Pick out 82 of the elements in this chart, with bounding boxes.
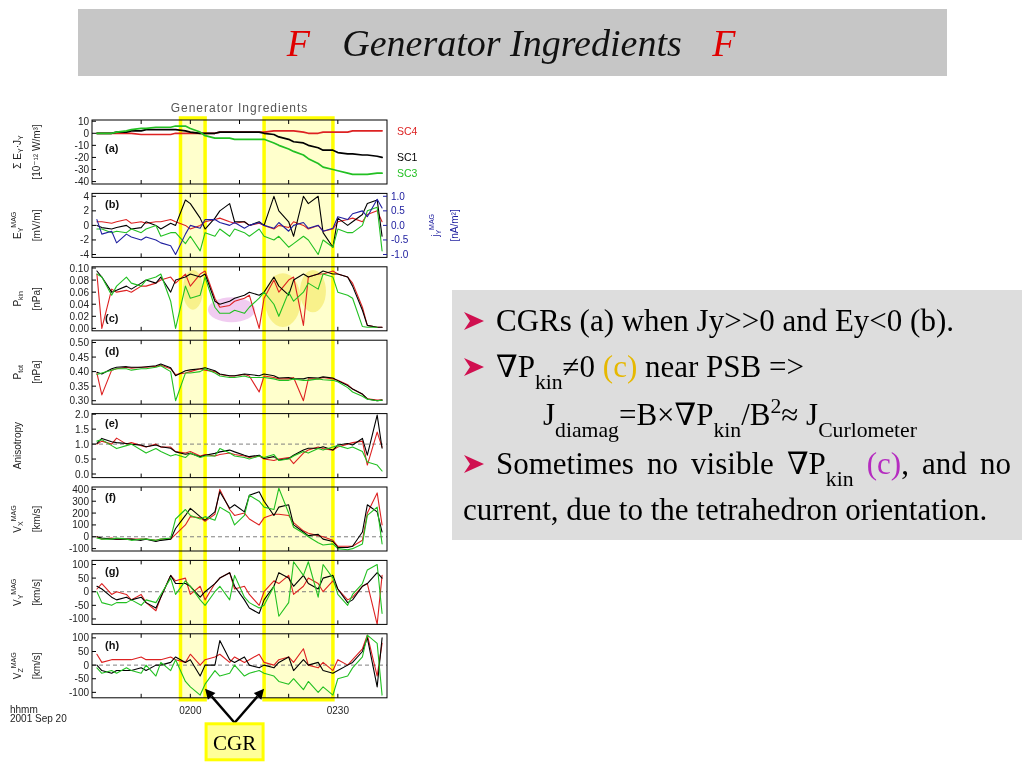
y-tick-label: 0.5	[75, 453, 90, 465]
y-tick-label: 0	[83, 531, 90, 543]
y-tick-label: 4	[83, 190, 90, 202]
annotation: (h)	[105, 638, 120, 651]
y2-tick-label: 0.5	[391, 205, 406, 217]
y-tick-label: 100	[72, 558, 90, 570]
y-tick-label: -10	[74, 139, 90, 151]
y-tick-label: 0	[83, 586, 90, 598]
line-series	[96, 634, 383, 677]
text: , and no	[901, 446, 1011, 481]
y-tick-label: -100	[68, 543, 90, 555]
y-tick-label: -20	[74, 151, 90, 163]
y2-tick-label: 0.0	[391, 219, 406, 231]
y-tick-label: 0.08	[69, 274, 90, 286]
y-tick-label: 50	[77, 646, 90, 657]
y-tick-label: 0.0	[75, 468, 90, 480]
y2-tick-label: 1.0	[391, 190, 406, 202]
y-tick-label: 400	[72, 483, 90, 495]
text: CGRs (a) when Jy>>0 and Ey<0 (b).	[496, 303, 954, 338]
y-tick-label: 0.45	[69, 351, 90, 363]
y-tick-label: 200	[72, 507, 90, 519]
text: F	[711, 22, 737, 64]
y-tick-label: 0.02	[69, 310, 90, 322]
y-tick-label: 1.5	[75, 423, 90, 435]
annotation: (c)	[105, 312, 119, 324]
annotation: (d)	[105, 345, 120, 358]
y-tick-label: -40	[74, 176, 90, 188]
annotation: (b)	[105, 198, 120, 211]
text: near PSB =>	[637, 349, 804, 384]
y2-tick-label: -0.5	[391, 234, 409, 246]
annotation: (f)	[105, 491, 117, 504]
y-tick-label: -100	[68, 686, 90, 698]
line-series	[96, 431, 383, 466]
text: Generator Ingredients	[342, 22, 682, 64]
text: F	[285, 22, 311, 64]
y-tick-label: 100	[72, 632, 90, 644]
series-label: SC4	[397, 124, 418, 137]
y-tick-label: 0.00	[69, 322, 90, 334]
y-tick-label: 2	[83, 205, 90, 217]
text: J$_{diamag}$=B×∇P$_{kin}$/B$^{2}$≈ J$_{Curlometer}$	[543, 394, 918, 442]
series-label: SC3	[397, 167, 418, 180]
y-tick-label: 2.0	[75, 408, 90, 420]
series-label: SC1	[397, 151, 418, 164]
annotation: (g)	[105, 564, 120, 577]
x-axis-title: hhmm 2001 Sep 20	[10, 703, 68, 725]
text: ∇P$_{kin}$≠0	[496, 349, 603, 394]
y-tick-label: 0.04	[69, 298, 90, 310]
y-tick-label: 1.0	[75, 438, 90, 450]
y-tick-label: -50	[74, 599, 90, 611]
y-tick-label: 0.10	[69, 262, 90, 274]
y-tick-label: -100	[68, 613, 90, 625]
line-series	[96, 439, 383, 472]
y-tick-label: 0.35	[69, 380, 90, 392]
y-tick-label: 100	[72, 519, 90, 531]
y-tick-label: 300	[72, 495, 90, 507]
line-series	[96, 210, 383, 232]
y-tick-label: -4	[80, 248, 90, 260]
y-tick-label: -50	[74, 673, 90, 685]
y-tick-label: 0.06	[69, 286, 90, 298]
text: current, due to the tetrahedron orientation.	[463, 492, 988, 527]
annotation: (a)	[105, 142, 119, 155]
text: CGR	[212, 730, 257, 755]
x-tick-label: 0200	[179, 704, 202, 716]
y2-tick-label: -1.0	[391, 248, 409, 260]
chart-title: Generator Ingredients	[170, 101, 309, 115]
y-tick-label: 50	[77, 572, 90, 584]
x-tick-label: 0230	[326, 704, 350, 716]
y-tick-label: 0	[83, 219, 90, 231]
y-tick-label: 0.30	[69, 395, 90, 407]
y-tick-label: -30	[74, 164, 90, 176]
y-tick-label: 0	[83, 659, 90, 671]
text: Sometimes no visible ∇P$_{kin}$	[496, 446, 854, 491]
y-tick-label: 0	[83, 127, 90, 139]
line-series	[96, 561, 383, 617]
y-tick-label: 0.50	[69, 337, 90, 349]
text: (c)	[602, 349, 638, 384]
y-axis-title: Anisotropy	[11, 421, 23, 470]
text: (c)	[866, 446, 902, 481]
y-tick-label: 10	[77, 115, 90, 127]
y-tick-label: 0.40	[69, 366, 90, 378]
y-tick-label: -2	[80, 234, 90, 246]
annotation: (e)	[105, 417, 119, 430]
